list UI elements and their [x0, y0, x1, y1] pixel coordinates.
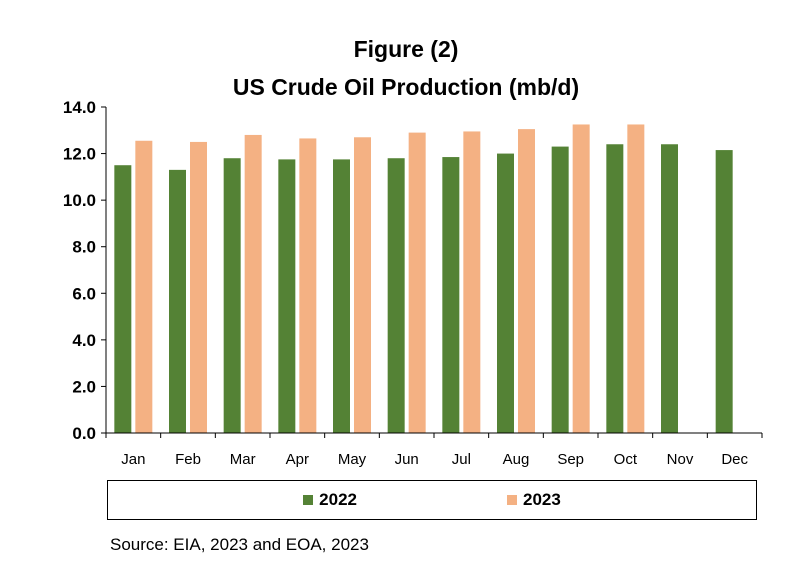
bar-2022-jul: [442, 157, 460, 434]
legend-label-2023: 2023: [523, 490, 561, 509]
legend-swatch-2023: [507, 495, 517, 505]
x-tick-label-dec: Dec: [721, 451, 748, 468]
x-tick-label-sep: Sep: [557, 451, 584, 468]
y-tick-label: 10.0: [63, 191, 96, 210]
bar-2023-jul: [463, 131, 481, 433]
bar-2022-oct: [606, 144, 624, 433]
chart-title-line2: US Crude Oil Production (mb/d): [232, 74, 580, 100]
bar-2023-sep: [572, 124, 590, 433]
bar-2023-mar: [244, 134, 262, 433]
x-tick-label-aug: Aug: [503, 451, 530, 468]
x-tick-label-apr: Apr: [286, 451, 309, 468]
x-tick-label-feb: Feb: [175, 451, 201, 468]
x-tick-label-oct: Oct: [614, 451, 638, 468]
bar-2023-oct: [627, 124, 645, 433]
bar-2022-nov: [661, 144, 678, 433]
bar-2022-mar: [223, 158, 241, 433]
legend-item-2023: 2023: [507, 490, 561, 510]
y-tick-label: 2.0: [72, 377, 96, 396]
bar-2023-jun: [408, 132, 426, 433]
bar-2023-aug: [518, 129, 535, 433]
y-tick-label: 14.0: [63, 98, 96, 117]
x-tick-label-jun: Jun: [395, 451, 419, 468]
x-tick-label-nov: Nov: [667, 451, 694, 468]
bar-2022-sep: [551, 146, 569, 434]
bar-2023-may: [354, 137, 371, 433]
x-tick-label-jan: Jan: [121, 451, 145, 468]
y-tick-label: 8.0: [72, 238, 96, 257]
y-tick-label: 12.0: [63, 145, 96, 164]
y-tick-label: 4.0: [72, 331, 96, 350]
y-tick-label: 0.0: [72, 424, 96, 443]
x-tick-label-jul: Jul: [452, 451, 471, 468]
bar-2022-aug: [497, 153, 514, 434]
legend-swatch-2022: [303, 495, 314, 505]
legend: 2022 2023: [107, 480, 757, 520]
bar-2022-jan: [114, 165, 132, 433]
legend-item-2022: 2022: [303, 490, 357, 510]
bar-2022-jun: [387, 158, 405, 433]
bar-2022-feb: [169, 169, 186, 433]
bar-2023-feb: [190, 141, 207, 433]
x-tick-label-mar: Mar: [230, 451, 256, 468]
y-tick-label: 6.0: [72, 284, 96, 303]
bar-2022-may: [333, 159, 350, 433]
x-tick-label-may: May: [338, 451, 367, 468]
legend-label-2022: 2022: [319, 490, 357, 509]
bar-2022-apr: [278, 159, 296, 433]
bar-2023-jan: [135, 140, 153, 433]
source-note: Source: EIA, 2023 and EOA, 2023: [110, 535, 369, 554]
bar-2023-apr: [299, 138, 317, 433]
chart-title-line1: Figure (2): [353, 36, 459, 62]
bar-2022-dec: [715, 150, 733, 434]
